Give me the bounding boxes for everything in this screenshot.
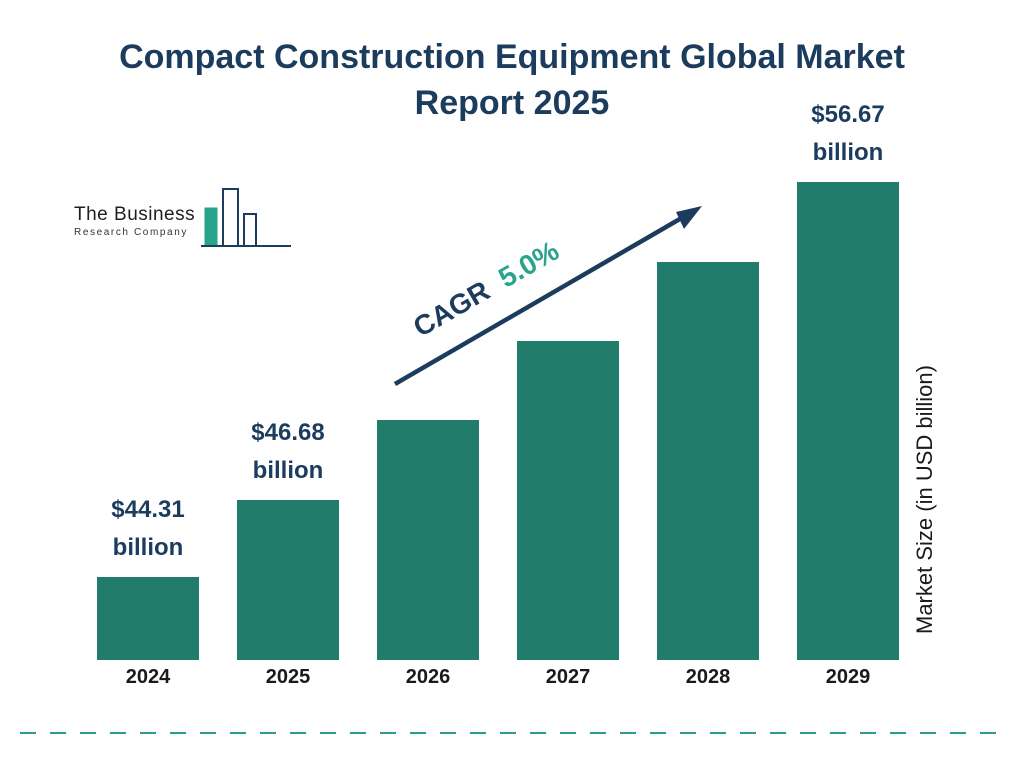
bar-value-label-2025: $46.68 billion: [251, 419, 325, 484]
bar-value-label-2024: $44.31 billion: [111, 496, 185, 561]
company-logo: The Business Research Company: [74, 186, 293, 252]
bar-2027: [517, 341, 619, 660]
x-axis-label-2024: 2024: [125, 666, 171, 688]
bar-2025: [237, 500, 339, 660]
x-axis: 2024 2025 2026 2027 2028 2029: [97, 666, 899, 689]
bar-2029: [797, 182, 899, 660]
x-axis-label-2026: 2026: [405, 666, 451, 688]
logo-text: The Business Research Company: [74, 186, 195, 238]
bar-2024: [97, 577, 199, 660]
bar-column-2029: $56.67 billion: [797, 96, 899, 660]
bar-column-2025: $46.68 billion: [237, 414, 339, 660]
logo-name: The Business: [74, 204, 196, 225]
bottom-dashed-line: [20, 732, 1004, 734]
x-axis-label-2029: 2029: [825, 666, 871, 688]
bar-column-2024: $44.31 billion: [97, 491, 199, 660]
logo-subname: Research Company: [74, 227, 188, 238]
bar-column-2027: [517, 341, 619, 660]
bar-2028: [657, 262, 759, 660]
y-axis-label: Market Size (in USD billion): [912, 365, 937, 635]
page-title: Compact Construction Equipment Global Ma…: [119, 38, 905, 122]
bar-column-2026: [377, 420, 479, 660]
x-axis-label-2027: 2027: [545, 666, 591, 688]
x-axis-label-2028: 2028: [685, 666, 731, 688]
x-axis-label-2025: 2025: [265, 666, 311, 688]
bar-column-2028: [657, 262, 759, 660]
bar-value-label-2029: $56.67 billion: [811, 101, 885, 166]
growth-arrow: [393, 206, 702, 386]
bar-2026: [377, 420, 479, 660]
logo-bar-chart-icon: [201, 188, 292, 247]
bar-chart: $44.31 billion $46.68 billion $56.67 billion: [97, 101, 899, 660]
